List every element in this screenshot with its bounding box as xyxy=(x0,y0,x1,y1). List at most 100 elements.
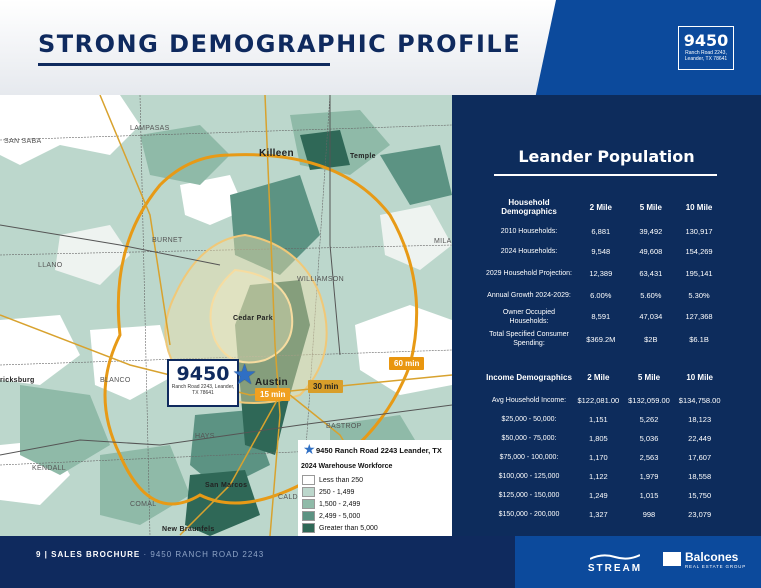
table-row: $150,000 - 200,000 1,327 998 23,079 xyxy=(485,505,725,524)
cell: $122,081.00 xyxy=(577,396,620,405)
income-table: Income Demographics 2 Mile 5 Mile 10 Mil… xyxy=(485,363,725,524)
balcones-tagline: REAL ESTATE GROUP xyxy=(685,564,747,569)
cell: 130,917 xyxy=(685,226,713,236)
cell: 9,548 xyxy=(591,246,611,256)
row-label: 2024 Households: xyxy=(500,247,558,255)
table-row: 2010 Households: 6,881 39,492 130,917 xyxy=(485,221,725,241)
cell: 8,591 xyxy=(591,312,611,321)
cell: 49,608 xyxy=(639,246,663,256)
pin-address: Ranch Road 2243, Leander, TX 78641 xyxy=(171,384,235,396)
table-header: Income Demographics xyxy=(486,372,572,382)
cell: 5,036 xyxy=(639,434,659,443)
header: STRONG DEMOGRAPHIC PROFILE 9450 Ranch Ro… xyxy=(0,0,761,95)
cell: $134,758.00 xyxy=(678,396,721,405)
footer-property: 9450 RANCH ROAD 2243 xyxy=(150,550,265,559)
table-row: Total Specified Consumer Spending: $369.2… xyxy=(485,327,725,351)
legend-item: 250 - 1,499 xyxy=(302,487,354,497)
city-label: BURNET xyxy=(152,237,183,244)
cell: 6.00% xyxy=(590,291,612,300)
demographic-map: 9450 Ranch Road 2243, Leander, TX 78641 … xyxy=(0,95,452,536)
cell: $369.2M xyxy=(586,334,616,344)
cell: 1,249 xyxy=(588,491,608,500)
cell: 15,750 xyxy=(688,491,712,500)
row-label: Owner Occupied Households: xyxy=(502,308,556,325)
legend-subtitle: 2024 Warehouse Workforce xyxy=(301,463,393,470)
legend-swatch xyxy=(302,511,315,521)
cell: 1,327 xyxy=(588,510,608,519)
legend-item: Greater than 5,000 xyxy=(302,523,378,533)
table-header: 2 Mile xyxy=(589,202,612,212)
footer-caption: 9 | SALES BROCHURE · 9450 RANCH ROAD 224… xyxy=(36,550,265,559)
legend-site-label: 9450 Ranch Road 2243 Leander, TX xyxy=(316,446,442,455)
row-label: 2029 Household Projection: xyxy=(486,269,573,277)
cell: 22,449 xyxy=(688,434,712,443)
table-row: Avg Household Income: $122,081.00 $132,059… xyxy=(485,391,725,410)
cell: 63,431 xyxy=(639,268,663,278)
table-row: $125,000 - 150,000 1,249 1,015 15,750 xyxy=(485,486,725,505)
city-label: New Braunfels xyxy=(162,526,215,533)
cell: 12,389 xyxy=(589,268,613,278)
pin-number: 9450 xyxy=(176,363,230,385)
city-label: Cedar Park xyxy=(233,315,273,322)
city-label: SAN SABA xyxy=(4,138,42,145)
row-label: $125,000 - 150,000 xyxy=(498,492,560,499)
header-accent-band xyxy=(575,0,761,95)
stream-wave-icon xyxy=(590,554,640,560)
city-label: WILLIAMSON xyxy=(297,276,344,283)
legend-item: 2,499 - 5,000 xyxy=(302,511,360,521)
table-header: 10 Mile xyxy=(686,372,713,382)
city-label: LLANO xyxy=(38,262,63,269)
row-label: $100,000 - 125,000 xyxy=(498,473,560,480)
table-header: 5 Mile xyxy=(637,372,661,382)
legend-item: Less than 250 xyxy=(302,475,363,485)
table-header: 2 Mile xyxy=(587,372,610,382)
stream-logo: STREAM xyxy=(586,553,644,574)
cell: 1,015 xyxy=(639,491,659,500)
city-label: Killeen xyxy=(259,148,294,159)
cell: 154,269 xyxy=(685,246,713,256)
legend-item: 1,500 - 2,499 xyxy=(302,499,360,509)
table-header-row: Income Demographics 2 Mile 5 Mile 10 Mil… xyxy=(485,363,725,391)
table-row: $100,000 - 125,000 1,122 1,979 18,558 xyxy=(485,467,725,486)
row-label: Avg Household Income: xyxy=(491,397,567,404)
cell: $6.1B xyxy=(689,334,709,344)
table-row: 2029 Household Projection: 12,389 63,431 19… xyxy=(485,261,725,285)
legend-swatch xyxy=(302,475,315,485)
cell: 5.60% xyxy=(640,291,662,300)
cell: 23,079 xyxy=(688,510,712,519)
page-title: STRONG DEMOGRAPHIC PROFILE xyxy=(38,30,522,58)
cell: 998 xyxy=(642,510,656,519)
panel-title: Leander Population xyxy=(518,147,695,166)
city-label: Austin xyxy=(255,377,288,388)
row-label: $150,000 - 200,000 xyxy=(498,511,560,518)
balcones-name: Balcones xyxy=(685,550,739,564)
city-label: ricksburg xyxy=(0,377,35,384)
drive-time-60-label: 60 min xyxy=(389,357,425,370)
city-label: BLANCO xyxy=(100,377,131,384)
legend-star-icon: ★ xyxy=(303,441,316,457)
city-label: MILA xyxy=(434,238,452,245)
city-label: LAMPASAS xyxy=(130,125,170,132)
cell: $132,059.00 xyxy=(628,396,670,405)
table-row: $50,000 - 75,000: 1,805 5,036 22,449 xyxy=(485,429,725,448)
cell: 1,979 xyxy=(639,472,659,481)
cell: 127,368 xyxy=(685,312,713,321)
cell: 18,123 xyxy=(688,415,712,424)
table-row: Owner Occupied Households: 8,591 47,034 127… xyxy=(485,306,725,327)
property-pin-label: 9450 Ranch Road 2243, Leander, TX 78641 xyxy=(167,359,239,407)
drive-time-30-label: 30 min xyxy=(308,380,344,393)
cell: 6,881 xyxy=(591,226,611,236)
footer-page-label: 9 | SALES BROCHURE xyxy=(36,550,141,559)
cell: 17,607 xyxy=(688,453,712,462)
row-label: 2010 Households: xyxy=(500,227,558,235)
city-label: HAYS xyxy=(195,433,215,440)
row-label: $50,000 - 75,000: xyxy=(501,435,557,442)
cell: 5.30% xyxy=(688,291,710,300)
cell: 1,170 xyxy=(588,453,608,462)
footer-brand-band xyxy=(515,536,761,588)
logo-address: Ranch Road 2243, Leander, TX 78641 xyxy=(684,50,728,62)
city-label: COMAL xyxy=(130,501,157,508)
cell: 2,563 xyxy=(639,453,659,462)
table-header: Household Demographics xyxy=(501,198,557,216)
cell: 18,558 xyxy=(688,472,712,481)
